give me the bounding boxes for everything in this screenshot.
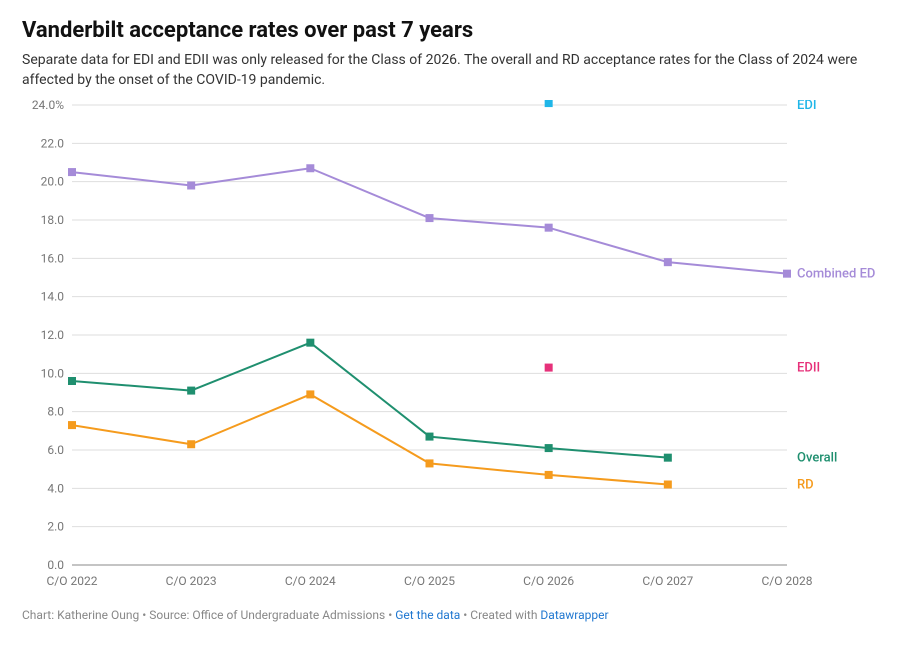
svg-text:14.0: 14.0 <box>41 290 65 304</box>
svg-text:10.0: 10.0 <box>41 367 65 381</box>
svg-text:EDII: EDII <box>797 361 820 376</box>
footer-middle: • Created with <box>460 608 540 622</box>
svg-text:6.0: 6.0 <box>47 443 64 457</box>
datawrapper-link[interactable]: Datawrapper <box>540 608 608 622</box>
svg-text:0.0: 0.0 <box>47 558 64 572</box>
svg-text:C/O 2022: C/O 2022 <box>47 574 98 588</box>
svg-text:4.0: 4.0 <box>47 482 64 496</box>
svg-text:Overall: Overall <box>797 451 837 466</box>
svg-text:Combined ED: Combined ED <box>797 267 875 282</box>
svg-text:C/O 2023: C/O 2023 <box>166 574 217 588</box>
footer-prefix: Chart: Katherine Oung • Source: Office o… <box>22 608 395 622</box>
chart-subtitle: Separate data for EDI and EDII was only … <box>22 51 902 90</box>
svg-text:C/O 2025: C/O 2025 <box>404 574 455 588</box>
chart-footer: Chart: Katherine Oung • Source: Office o… <box>22 608 910 622</box>
get-data-link[interactable]: Get the data <box>395 608 460 622</box>
svg-text:20.0: 20.0 <box>41 175 65 189</box>
svg-text:8.0: 8.0 <box>47 405 64 419</box>
svg-text:C/O 2024: C/O 2024 <box>285 574 336 588</box>
svg-text:EDI: EDI <box>797 100 817 113</box>
svg-text:RD: RD <box>797 478 814 493</box>
chart-plot: 0.0 2.0 4.0 6.0 8.0 10.0 12.0 14.0 16.0 18.0 20.0 2… <box>22 100 902 600</box>
svg-text:22.0: 22.0 <box>41 137 65 151</box>
svg-text:C/O 2026: C/O 2026 <box>523 574 574 588</box>
line-chart-svg: 0.0 2.0 4.0 6.0 8.0 10.0 12.0 14.0 16.0 18.0 20.0 2… <box>22 100 902 600</box>
chart-title: Vanderbilt acceptance rates over past 7 … <box>22 18 910 43</box>
svg-text:2.0: 2.0 <box>47 520 64 534</box>
svg-text:C/O 2027: C/O 2027 <box>642 574 693 588</box>
svg-text:16.0: 16.0 <box>41 252 65 266</box>
svg-text:18.0: 18.0 <box>41 213 65 227</box>
svg-text:12.0: 12.0 <box>41 328 65 342</box>
svg-text:C/O 2028: C/O 2028 <box>762 574 813 588</box>
svg-text:24.0%: 24.0% <box>32 100 64 112</box>
